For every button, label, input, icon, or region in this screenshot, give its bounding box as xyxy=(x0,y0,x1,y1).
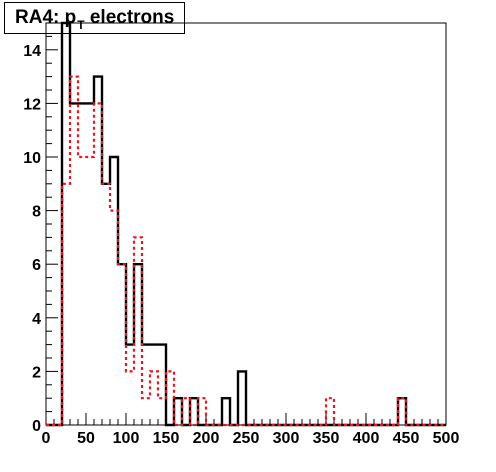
x-tick-label: 100 xyxy=(113,430,140,447)
series-solid-histogram xyxy=(46,21,446,427)
plot-frame xyxy=(45,22,447,426)
y-tick-label: 10 xyxy=(23,150,41,167)
x-tick-label: 200 xyxy=(193,430,220,447)
x-tick-label: 450 xyxy=(393,430,420,447)
x-tick-label: 500 xyxy=(433,430,460,447)
x-tick-label: 350 xyxy=(313,430,340,447)
y-tick-label: 0 xyxy=(32,418,41,435)
y-tick-label: 4 xyxy=(32,311,41,328)
x-tick-label: 50 xyxy=(77,430,95,447)
series-dashed-histogram xyxy=(46,75,446,427)
x-tick-label: 150 xyxy=(153,430,180,447)
x-tick-label: 0 xyxy=(42,430,51,447)
x-tick-label: 400 xyxy=(353,430,380,447)
y-tick-label: 6 xyxy=(32,257,41,274)
y-tick-label: 8 xyxy=(32,204,41,221)
chart-title-subscript: T xyxy=(77,18,85,32)
x-tick-label: 250 xyxy=(233,430,260,447)
y-tick-label: 2 xyxy=(32,364,41,381)
x-tick-label: 300 xyxy=(273,430,300,447)
y-tick-label: 12 xyxy=(23,96,41,113)
y-tick-label: 14 xyxy=(23,43,41,60)
